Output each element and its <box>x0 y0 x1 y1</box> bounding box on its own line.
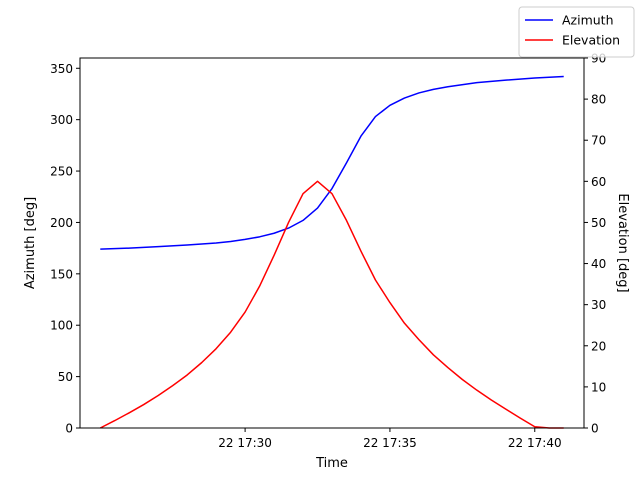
y-left-tick-label: 300 <box>50 113 73 127</box>
y-right-tick-label: 30 <box>591 298 606 312</box>
series-line-elevation <box>99 180 564 429</box>
legend-label-azimuth: Azimuth <box>562 13 614 28</box>
y-right-tick-label: 50 <box>591 216 606 230</box>
y-right-tick-label: 0 <box>591 422 599 436</box>
y-left-tick-label: 250 <box>50 165 73 179</box>
x-tick-label: 22 17:40 <box>508 436 562 450</box>
y-left-tick-label: 200 <box>50 216 73 230</box>
axis-layer: 0501001502002503003500102030405060708090… <box>50 52 606 451</box>
x-tick-label: 22 17:35 <box>363 436 417 450</box>
y-left-tick-label: 0 <box>65 422 73 436</box>
series-line-azimuth <box>100 75 564 250</box>
y-axis-left-label: Azimuth [deg] <box>23 197 38 289</box>
x-axis-label: Time <box>315 456 348 471</box>
y-left-tick-label: 150 <box>50 267 73 281</box>
x-tick-label: 22 17:30 <box>218 436 272 450</box>
y-right-tick-label: 20 <box>591 339 606 353</box>
y-right-tick-label: 80 <box>591 93 606 107</box>
y-left-tick-label: 50 <box>58 370 73 384</box>
y-left-tick-label: 100 <box>50 319 73 333</box>
y-right-tick-label: 40 <box>591 257 606 271</box>
plot-frame <box>79 57 585 429</box>
y-right-tick-label: 60 <box>591 175 606 189</box>
legend: Azimuth Elevation <box>518 6 635 58</box>
legend-label-elevation: Elevation <box>562 33 620 48</box>
y-left-tick-label: 350 <box>50 62 73 76</box>
series-layer <box>99 75 564 429</box>
y-right-tick-label: 10 <box>591 380 606 394</box>
y-right-tick-label: 70 <box>591 134 606 148</box>
y-axis-right-label: Elevation [deg] <box>615 193 630 292</box>
